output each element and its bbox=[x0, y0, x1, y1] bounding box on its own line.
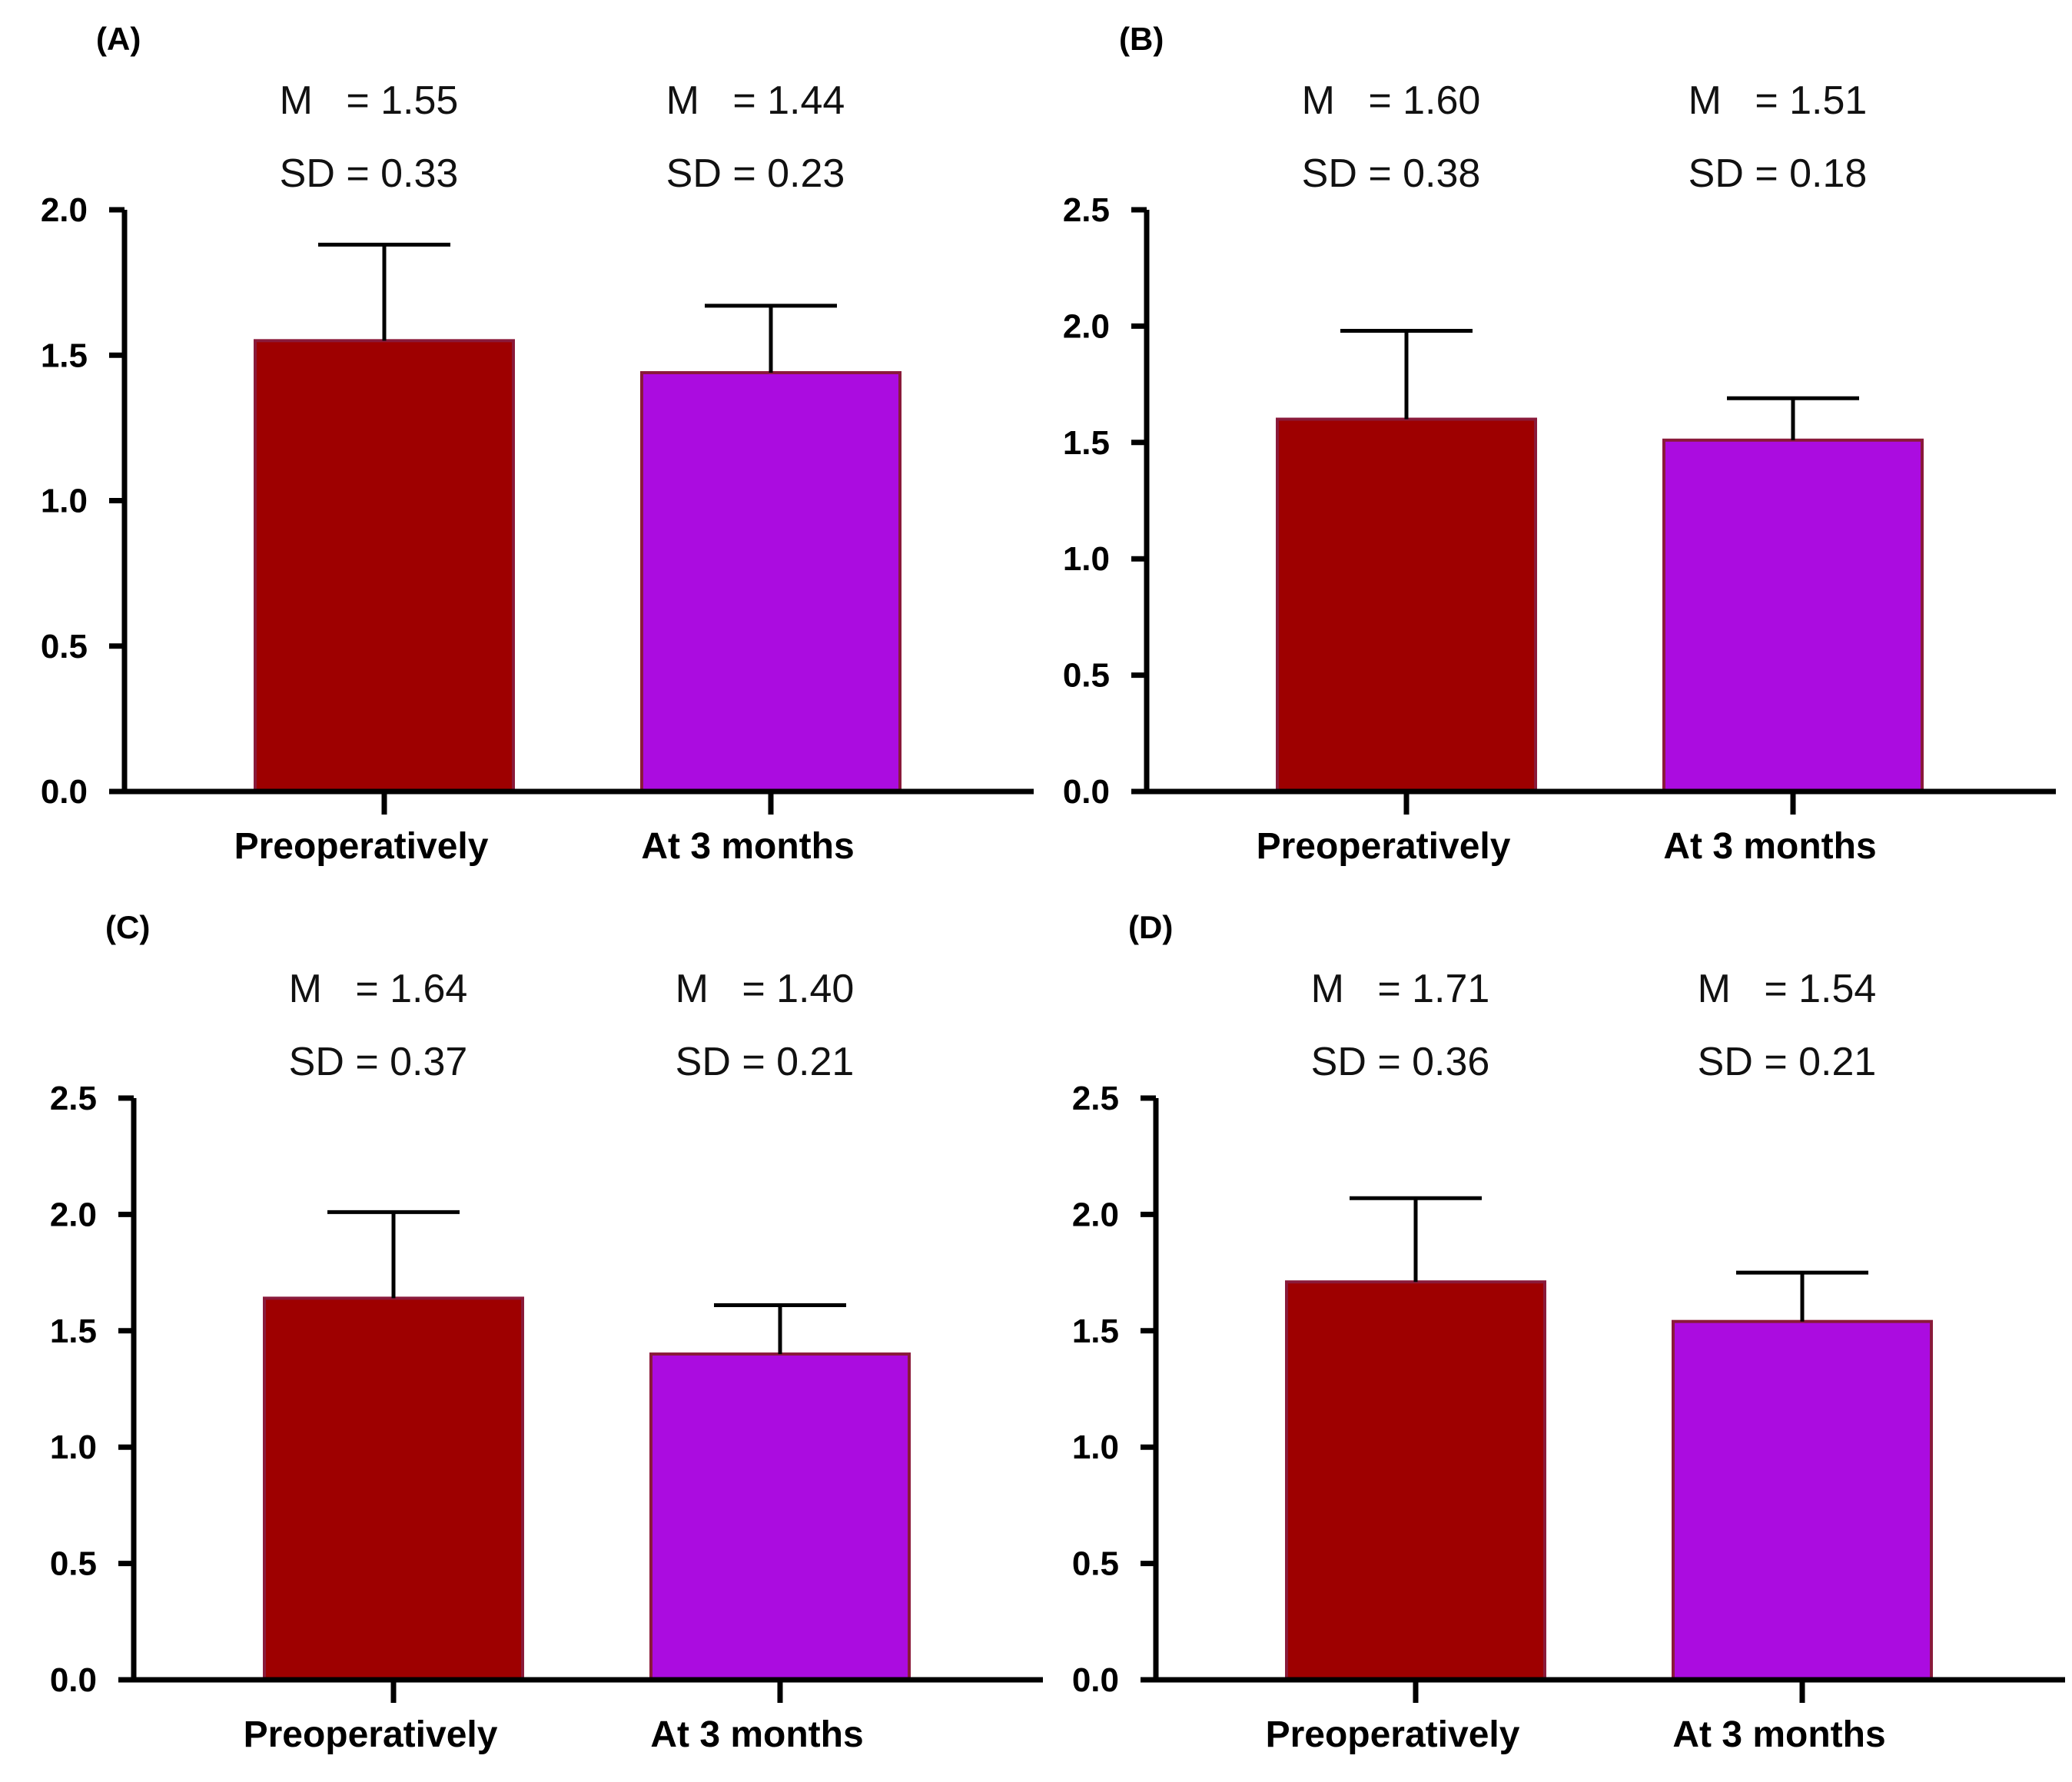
x-tick-label: At 3 months bbox=[1663, 826, 1876, 867]
sd-label: SD = 0.21 bbox=[1698, 1040, 1877, 1084]
mean-label: M = 1.71 bbox=[1311, 967, 1490, 1011]
y-tick-label: 0.5 bbox=[50, 1545, 97, 1583]
x-tick-label: Preoperatively bbox=[244, 1714, 498, 1755]
bar-preoperatively bbox=[254, 339, 515, 793]
axes bbox=[1144, 210, 2056, 795]
x-tick-label: At 3 months bbox=[1672, 1714, 1885, 1755]
panel-label: (B) bbox=[1119, 21, 1164, 57]
bar-at-3-months bbox=[1662, 438, 1924, 793]
y-tick-label: 1.0 bbox=[1072, 1429, 1119, 1466]
sd-label: SD = 0.38 bbox=[1302, 151, 1481, 196]
sd-label: SD = 0.36 bbox=[1311, 1040, 1490, 1084]
error-bar bbox=[705, 304, 837, 373]
error-bar bbox=[318, 242, 450, 341]
error-bar bbox=[327, 1210, 460, 1299]
y-tick-label: 0.0 bbox=[1063, 773, 1110, 811]
sd-label: SD = 0.21 bbox=[676, 1040, 855, 1084]
mean-label: M = 1.55 bbox=[280, 78, 459, 123]
y-tick-label: 2.5 bbox=[50, 1080, 97, 1117]
axes bbox=[1153, 1098, 2065, 1683]
x-tick-label: Preoperatively bbox=[1266, 1714, 1520, 1755]
bar-at-3-months bbox=[1672, 1319, 1933, 1681]
y-tick-label: 0.0 bbox=[1072, 1661, 1119, 1699]
panel-d: (D) M = 1.71 SD = 0.36 Preoperatively M = 1.… bbox=[1072, 909, 2065, 1755]
x-tick-label: Preoperatively bbox=[234, 826, 489, 867]
y-tick-label: 2.0 bbox=[1063, 307, 1110, 345]
panel-c: (C) M = 1.64 SD = 0.37 Preoperatively M = 1.… bbox=[50, 909, 1043, 1755]
panel-b: (B) M = 1.60 SD = 0.38 Preoperatively M = 1.… bbox=[1063, 21, 2056, 867]
panel-label: (A) bbox=[96, 21, 141, 57]
y-tick-label: 0.5 bbox=[41, 628, 88, 665]
x-tick-label: At 3 months bbox=[641, 826, 854, 867]
mean-label: M = 1.44 bbox=[666, 78, 845, 123]
y-tick-label: 0.5 bbox=[1072, 1545, 1119, 1583]
y-tick-label: 1.5 bbox=[41, 337, 88, 374]
x-tick-label: At 3 months bbox=[650, 1714, 863, 1755]
error-bar bbox=[1340, 328, 1473, 420]
error-bar bbox=[1736, 1270, 1868, 1322]
panel-label: (D) bbox=[1128, 909, 1173, 945]
y-tick-label: 2.5 bbox=[1063, 191, 1110, 229]
y-tick-label: 0.5 bbox=[1063, 657, 1110, 695]
y-tick-label: 1.5 bbox=[1063, 424, 1110, 462]
mean-label: M = 1.54 bbox=[1698, 967, 1877, 1011]
y-tick-label: 2.0 bbox=[41, 191, 88, 229]
y-tick-label: 0.0 bbox=[50, 1661, 97, 1699]
axes bbox=[121, 210, 1034, 795]
panel-a: (A) M = 1.55 SD = 0.33 Preoperatively M = 1.… bbox=[41, 21, 1034, 867]
bar-at-3-months bbox=[640, 370, 902, 793]
error-bar bbox=[1350, 1196, 1482, 1283]
y-tick-label: 2.0 bbox=[1072, 1196, 1119, 1233]
bar-preoperatively bbox=[1285, 1280, 1546, 1681]
error-bar bbox=[1727, 396, 1859, 440]
y-tick-label: 2.5 bbox=[1072, 1080, 1119, 1117]
mean-label: M = 1.51 bbox=[1688, 78, 1868, 123]
y-tick-label: 0.0 bbox=[41, 773, 88, 811]
y-tick-label: 1.0 bbox=[1063, 540, 1110, 578]
bar-preoperatively bbox=[263, 1296, 524, 1682]
sd-label: SD = 0.18 bbox=[1688, 151, 1868, 196]
x-tick-label: Preoperatively bbox=[1257, 826, 1511, 867]
axes bbox=[131, 1098, 1043, 1683]
panel-label: (C) bbox=[105, 909, 150, 945]
sd-label: SD = 0.37 bbox=[289, 1040, 468, 1084]
sd-label: SD = 0.33 bbox=[280, 151, 459, 196]
bar-at-3-months bbox=[649, 1352, 911, 1682]
y-tick-label: 1.0 bbox=[50, 1429, 97, 1466]
sd-label: SD = 0.23 bbox=[666, 151, 845, 196]
mean-label: M = 1.64 bbox=[289, 967, 468, 1011]
y-tick-label: 2.0 bbox=[50, 1196, 97, 1233]
y-tick-label: 1.5 bbox=[1072, 1312, 1119, 1350]
y-tick-label: 1.0 bbox=[41, 483, 88, 520]
mean-label: M = 1.40 bbox=[676, 967, 855, 1011]
bar-preoperatively bbox=[1276, 417, 1537, 794]
error-bar bbox=[714, 1302, 846, 1355]
mean-label: M = 1.60 bbox=[1302, 78, 1481, 123]
y-tick-label: 1.5 bbox=[50, 1312, 97, 1350]
